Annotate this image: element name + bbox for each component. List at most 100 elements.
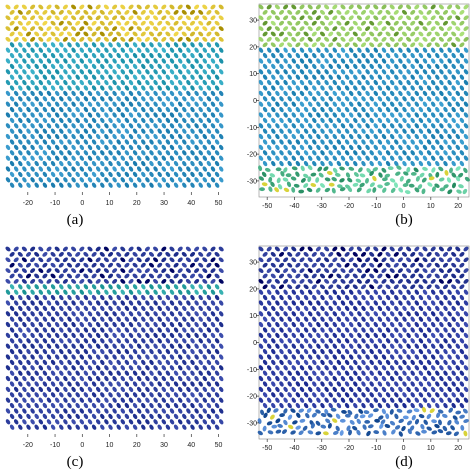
particle-point — [336, 106, 342, 113]
particle-point — [283, 343, 288, 349]
particle-point — [71, 144, 76, 151]
particle-point — [258, 79, 264, 86]
particle-point — [112, 144, 117, 151]
particle-point — [91, 117, 97, 124]
particle-point — [112, 365, 117, 371]
particle-point — [87, 90, 93, 97]
particle-point — [9, 284, 15, 290]
particle-point — [22, 311, 27, 317]
particle-point — [360, 31, 367, 37]
particle-point — [389, 123, 395, 129]
particle-point — [202, 4, 208, 10]
particle-point — [443, 359, 448, 366]
particle-point — [299, 37, 305, 42]
particle-point — [34, 327, 39, 333]
particle-point — [398, 311, 403, 317]
particle-point — [136, 321, 142, 328]
particle-point — [414, 246, 420, 252]
particle-point — [161, 101, 167, 107]
particle-point — [262, 294, 268, 301]
particle-point — [157, 327, 162, 333]
particle-point — [190, 316, 195, 322]
particle-point — [389, 300, 395, 306]
y-tick-label: -20 — [247, 394, 257, 401]
particle-point — [296, 412, 301, 418]
particle-point — [161, 37, 167, 42]
particle-point — [439, 375, 444, 382]
particle-point — [389, 354, 395, 360]
particle-point — [270, 20, 276, 26]
particle-point — [394, 294, 399, 301]
particle-point — [169, 354, 175, 360]
particle-point — [206, 63, 212, 70]
particle-point — [353, 106, 358, 113]
particle-point — [173, 171, 179, 178]
particle-point — [344, 63, 350, 70]
particle-point — [30, 419, 35, 425]
particle-point — [332, 47, 338, 53]
particle-point — [128, 375, 134, 382]
particle-point — [357, 79, 362, 86]
particle-point — [327, 413, 333, 418]
particle-point — [22, 397, 27, 403]
particle-point — [366, 167, 372, 174]
particle-point — [124, 31, 130, 37]
particle-point — [104, 79, 109, 86]
particle-point — [422, 26, 428, 31]
particle-point — [283, 90, 288, 97]
particle-point — [157, 370, 162, 376]
particle-point — [406, 354, 411, 360]
x-tick-label: -10 — [371, 445, 381, 452]
particle-point — [63, 419, 68, 425]
particle-point — [140, 31, 146, 37]
particle-point — [17, 273, 23, 279]
particle-point — [262, 31, 268, 37]
particle-point — [348, 386, 354, 393]
particle-point — [100, 424, 105, 430]
particle-point — [316, 112, 321, 118]
particle-point — [434, 273, 440, 279]
particle-point — [377, 284, 383, 290]
particle-point — [307, 37, 313, 42]
particle-point — [418, 402, 424, 409]
particle-point — [5, 90, 11, 97]
particle-point — [287, 106, 292, 113]
particle-point — [431, 186, 436, 192]
particle-point — [320, 63, 325, 70]
particle-point — [442, 20, 449, 26]
particle-point — [194, 289, 199, 295]
particle-point — [406, 386, 411, 393]
particle-point — [30, 15, 36, 21]
particle-point — [426, 402, 432, 409]
particle-point — [455, 386, 461, 393]
particle-point — [316, 47, 321, 53]
particle-point — [402, 338, 407, 344]
particle-point — [385, 96, 391, 102]
particle-point — [291, 257, 297, 263]
particle-point — [311, 10, 317, 15]
particle-point — [262, 96, 268, 102]
particle-point — [328, 338, 333, 344]
particle-point — [291, 289, 297, 295]
particle-point — [451, 381, 456, 387]
particle-point — [336, 294, 342, 301]
particle-point — [22, 123, 27, 129]
particle-point — [210, 69, 216, 75]
particle-point — [13, 15, 19, 21]
particle-point — [218, 155, 224, 161]
particle-point — [443, 305, 448, 312]
particle-point — [128, 101, 134, 107]
particle-point — [218, 354, 224, 360]
particle-point — [206, 413, 212, 420]
particle-point — [165, 284, 171, 290]
particle-point — [279, 150, 284, 156]
particle-point — [262, 370, 268, 376]
particle-point — [9, 316, 15, 322]
particle-point — [5, 69, 11, 75]
particle-point — [161, 289, 167, 295]
particle-point — [353, 150, 358, 156]
particle-point — [67, 63, 72, 70]
particle-point — [50, 160, 56, 167]
particle-point — [144, 257, 150, 263]
particle-point — [136, 300, 142, 306]
